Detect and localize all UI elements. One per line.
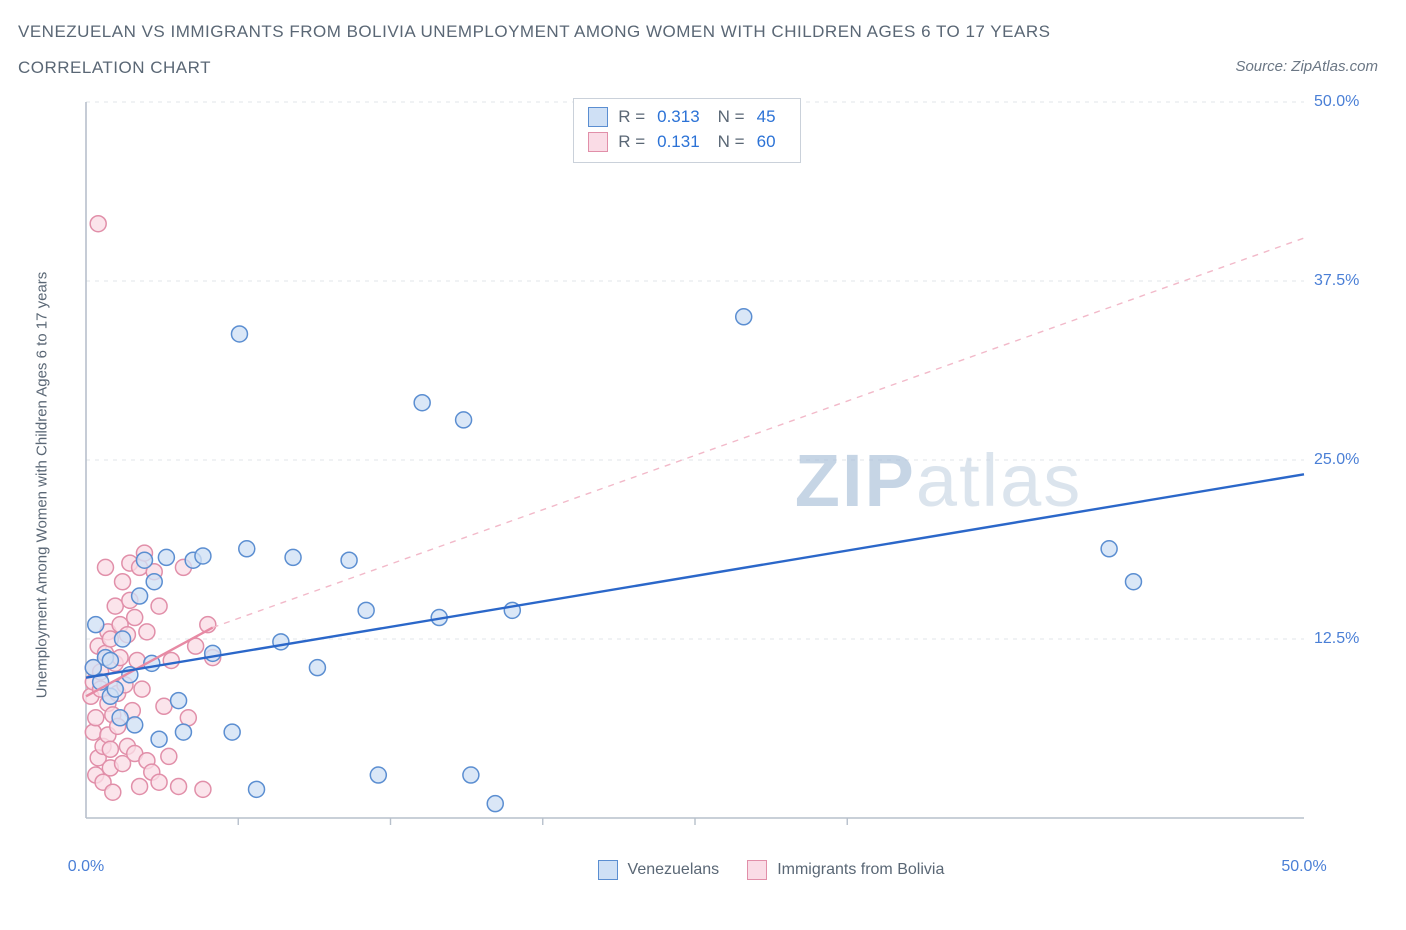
data-point [105, 784, 121, 800]
stat-r-value: 0.131 [657, 130, 700, 155]
data-point [146, 574, 162, 590]
data-point [487, 796, 503, 812]
stat-r-label: R = [618, 130, 645, 155]
legend-label: Immigrants from Bolivia [777, 861, 944, 879]
stats-row: R = 0.313 N = 45 [588, 105, 785, 130]
data-point [163, 652, 179, 668]
data-point [195, 781, 211, 797]
y-tick-label: 12.5% [1314, 630, 1398, 648]
swatch-blue [588, 107, 608, 127]
data-point [88, 617, 104, 633]
data-point [224, 724, 240, 740]
trend-line-blue [86, 474, 1304, 677]
data-point [171, 693, 187, 709]
data-point [1125, 574, 1141, 590]
data-point [151, 731, 167, 747]
legend-label: Venezuelans [628, 861, 720, 879]
stats-row: R = 0.131 N = 60 [588, 130, 785, 155]
data-point [463, 767, 479, 783]
x-tick-label-min: 0.0% [68, 858, 104, 876]
data-point [1101, 541, 1117, 557]
stats-legend: R = 0.313 N = 45 R = 0.131 N = 60 [573, 98, 800, 163]
y-axis-label: Unemployment Among Women with Children A… [34, 272, 51, 699]
data-point [115, 574, 131, 590]
data-point [341, 552, 357, 568]
data-point [112, 710, 128, 726]
data-point [309, 660, 325, 676]
chart-area: Unemployment Among Women with Children A… [50, 92, 1380, 878]
data-point [90, 216, 106, 232]
data-point [139, 624, 155, 640]
stat-n-value: 45 [757, 105, 776, 130]
data-point [151, 598, 167, 614]
trend-line-pink-dash [213, 238, 1304, 628]
data-point [88, 710, 104, 726]
data-point [456, 412, 472, 428]
y-tick-label: 50.0% [1314, 93, 1398, 111]
source-attribution: Source: ZipAtlas.com [1235, 58, 1378, 75]
data-point [132, 778, 148, 794]
chart-title-line2: CORRELATION CHART [18, 58, 211, 78]
data-point [158, 549, 174, 565]
stat-r-value: 0.313 [657, 105, 700, 130]
stat-n-label: N = [718, 105, 745, 130]
stat-r-label: R = [618, 105, 645, 130]
data-point [102, 652, 118, 668]
data-point [231, 326, 247, 342]
data-point [151, 774, 167, 790]
swatch-pink [747, 860, 767, 880]
data-point [239, 541, 255, 557]
data-point [161, 748, 177, 764]
legend-item: Venezuelans [598, 860, 720, 880]
data-point [107, 598, 123, 614]
data-point [370, 767, 386, 783]
swatch-pink [588, 132, 608, 152]
data-point [180, 710, 196, 726]
y-tick-label: 37.5% [1314, 272, 1398, 290]
data-point [249, 781, 265, 797]
data-point [97, 559, 113, 575]
data-point [273, 634, 289, 650]
data-point [136, 552, 152, 568]
data-point [156, 698, 172, 714]
data-point [736, 309, 752, 325]
page-root: VENEZUELAN VS IMMIGRANTS FROM BOLIVIA UN… [0, 0, 1406, 930]
data-point [85, 724, 101, 740]
x-tick-label-max: 50.0% [1281, 858, 1326, 876]
data-point [358, 602, 374, 618]
data-point [175, 724, 191, 740]
bottom-legend: Venezuelans Immigrants from Bolivia [598, 860, 945, 880]
data-point [132, 588, 148, 604]
y-tick-label: 25.0% [1314, 451, 1398, 469]
scatter-plot [70, 92, 1364, 848]
stat-n-label: N = [718, 130, 745, 155]
data-point [127, 717, 143, 733]
data-point [134, 681, 150, 697]
data-point [285, 549, 301, 565]
stat-n-value: 60 [757, 130, 776, 155]
data-point [102, 741, 118, 757]
data-point [171, 778, 187, 794]
legend-item: Immigrants from Bolivia [747, 860, 944, 880]
data-point [414, 395, 430, 411]
data-point [195, 548, 211, 564]
data-point [115, 631, 131, 647]
chart-title-line1: VENEZUELAN VS IMMIGRANTS FROM BOLIVIA UN… [18, 22, 1050, 42]
data-point [205, 645, 221, 661]
data-point [127, 610, 143, 626]
swatch-blue [598, 860, 618, 880]
